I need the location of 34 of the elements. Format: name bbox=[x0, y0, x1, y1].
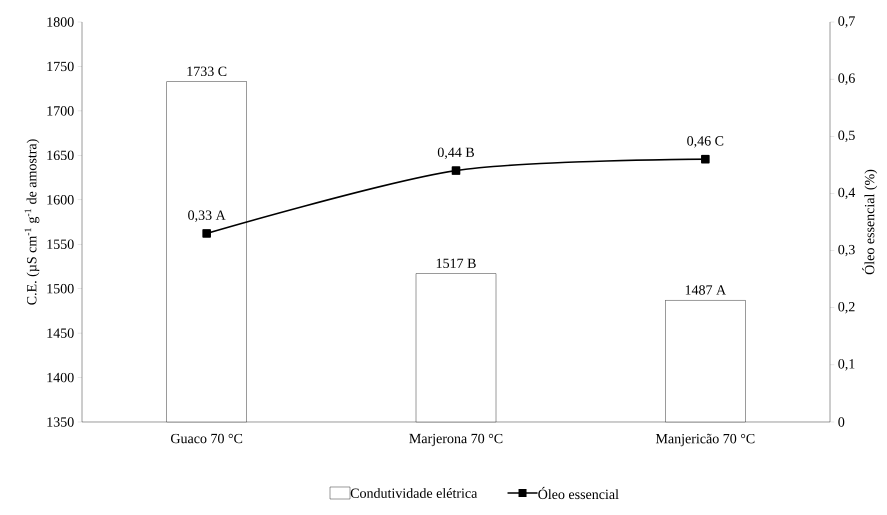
y-tick-label: 1700 bbox=[47, 106, 74, 116]
y-tick-label: 1800 bbox=[47, 17, 74, 27]
y2-tick-label: 0,3 bbox=[838, 244, 855, 256]
x-tick-label: Guaco 70 °C bbox=[171, 434, 242, 444]
y-tick-label: 1500 bbox=[47, 284, 74, 294]
y-tick-label: 1600 bbox=[47, 195, 74, 205]
y-tick-label: 1350 bbox=[47, 417, 74, 427]
y2-tick-label: 0,1 bbox=[838, 359, 854, 371]
legend-label: Óleo essencial bbox=[538, 486, 619, 500]
point bbox=[202, 229, 211, 238]
data-label: 0,44 B bbox=[438, 148, 474, 160]
data-label: 0,33 A bbox=[188, 210, 226, 222]
data-label: 1487 A bbox=[686, 285, 726, 295]
point bbox=[452, 166, 460, 175]
x-tick-label: Manjericão 70 °C bbox=[656, 434, 754, 446]
y2-tick-label: 0 bbox=[838, 417, 844, 427]
x-tick-label: Marjerona 70 °C bbox=[409, 434, 502, 446]
y-axis-title: C.E. (µS cm$^{-1}$ g$^{-1}$ de amostra) bbox=[24, 139, 40, 305]
y2-tick-label: 0,2 bbox=[838, 302, 855, 314]
y-tick-label: 1400 bbox=[47, 372, 74, 382]
y-tick-label: 1650 bbox=[47, 150, 74, 160]
y2-tick-label: 0,7 bbox=[838, 16, 855, 28]
data-label: 1517 B bbox=[436, 258, 476, 268]
y2-axis-title: Óleo essencial (%) bbox=[862, 170, 878, 274]
data-label: 1733 C bbox=[187, 66, 226, 76]
y-tick-label: 1450 bbox=[47, 328, 74, 338]
y-tick-label: 1550 bbox=[47, 239, 74, 249]
point bbox=[701, 154, 710, 164]
data-label: 0,46 C bbox=[687, 136, 724, 148]
y2-tick-label: 0,5 bbox=[838, 130, 855, 142]
y2-tick-label: 0,6 bbox=[838, 73, 855, 85]
y-tick-label: 1750 bbox=[47, 62, 74, 72]
legend-label: Condutividade elétrica bbox=[350, 488, 478, 498]
y2-tick-label: 0,4 bbox=[838, 188, 856, 200]
